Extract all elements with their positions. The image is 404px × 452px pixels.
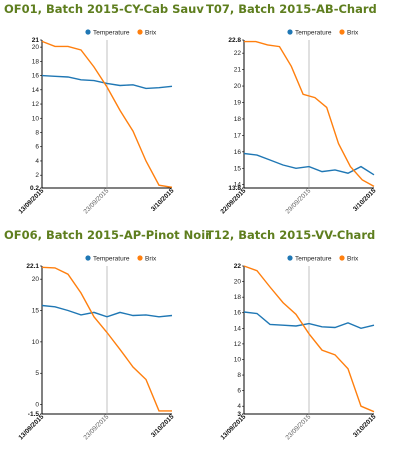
y-tick-label: 14 (234, 182, 242, 189)
legend-label: Brix (145, 29, 157, 36)
chart-title: T07, Batch 2015-AB-Chard (206, 2, 377, 16)
y-tick-label: 12 (234, 341, 242, 348)
series-line-temperature (243, 311, 375, 330)
series-line-brix (41, 40, 173, 188)
legend-label: Temperature (93, 255, 130, 262)
y-tick-label: 22 (234, 263, 242, 270)
legend-marker (85, 29, 91, 35)
y-tick-label: 13.8 (228, 185, 241, 192)
legend-label: Brix (347, 29, 359, 36)
y-tick-label: 15 (234, 165, 242, 172)
y-tick-label: 3 (237, 411, 241, 418)
series-line-temperature (41, 74, 173, 90)
series-line-brix (243, 265, 375, 413)
y-tick-label: 6 (237, 388, 241, 395)
y-tick-label: 18 (234, 294, 242, 301)
legend-label: Brix (145, 255, 157, 262)
y-tick-label: 20 (234, 83, 242, 90)
x-tick-label: 13/09/2015 (219, 413, 247, 441)
y-tick-label: 8 (35, 130, 39, 137)
chart-title: OF01, Batch 2015-CY-Cab Sauv (4, 2, 204, 16)
y-tick-label: 4 (237, 403, 241, 410)
x-tick-label: 3/10/2015 (150, 187, 176, 213)
y-tick-label: 2 (35, 172, 39, 179)
x-tick-label: 29/09/2015 (284, 187, 312, 215)
legend-marker (339, 29, 345, 35)
y-tick-label: 4 (35, 158, 39, 165)
y-tick-label: 20 (32, 276, 40, 283)
y-tick-label: 22.8 (228, 37, 241, 44)
x-tick-label: 23/09/2015 (284, 413, 312, 441)
y-tick-label: -1.5 (28, 411, 40, 418)
legend-label: Brix (347, 255, 359, 262)
y-tick-label: 12 (32, 101, 40, 108)
series-line-brix (244, 40, 375, 188)
chart-panel-of01: OF01, Batch 2015-CY-Cab Sauv 21 20 18 16 14 1… (0, 0, 204, 226)
x-tick-label: 3/10/2015 (352, 413, 378, 439)
chart-panel-t12: T12, Batch 2015-VV-Chard 22 20 18 16 14 12 10 8… (202, 226, 404, 452)
legend-marker (339, 255, 345, 261)
y-tick-label: 18 (32, 58, 40, 65)
y-tick-label: 22.1 (26, 263, 39, 270)
y-tick-label: 10 (234, 356, 242, 363)
chart-panel-of06: OF06, Batch 2015-AP-Pinot Noir 22.1 20 15 1… (0, 226, 211, 452)
y-tick-label: 8 (237, 372, 241, 379)
x-tick-label: 3/10/2015 (352, 187, 378, 213)
chart-panel-t07: T07, Batch 2015-AB-Chard 22.8 22 21 20 19 18 1… (202, 0, 404, 226)
y-tick-label: 0.2 (30, 185, 39, 192)
x-tick-label: 3/10/2015 (150, 413, 176, 439)
legend-label: Temperature (295, 29, 332, 36)
y-tick-label: 14 (234, 325, 242, 332)
legend-marker (287, 29, 293, 35)
series-line-temperature (41, 304, 173, 318)
y-tick-label: 16 (234, 149, 242, 156)
legend-label: Temperature (93, 29, 130, 36)
y-tick-label: 0 (35, 402, 39, 409)
chart-title: T12, Batch 2015-VV-Chard (206, 228, 376, 242)
y-tick-label: 16 (32, 73, 40, 80)
y-tick-label: 10 (32, 339, 40, 346)
series-line-temperature (243, 152, 375, 176)
y-tick-label: 15 (32, 308, 40, 315)
y-tick-label: 21 (32, 37, 40, 44)
series-line-brix (41, 266, 172, 412)
chart-title: OF06, Batch 2015-AP-Pinot Noir (4, 228, 211, 242)
y-tick-label: 18 (234, 116, 242, 123)
legend-label: Temperature (295, 255, 332, 262)
y-tick-label: 10 (32, 115, 40, 122)
y-tick-label: 5 (35, 370, 39, 377)
x-tick-label: 23/09/2015 (82, 187, 110, 215)
y-tick-label: 21 (234, 67, 242, 74)
legend-marker (137, 29, 143, 35)
y-tick-label: 22 (234, 50, 242, 57)
y-tick-label: 20 (234, 279, 242, 286)
y-tick-label: 14 (32, 87, 40, 94)
legend-marker (85, 255, 91, 261)
legend-marker (137, 255, 143, 261)
y-tick-label: 19 (234, 99, 242, 106)
y-tick-label: 16 (234, 310, 242, 317)
y-tick-label: 6 (35, 144, 39, 151)
legend-marker (287, 255, 293, 261)
y-tick-label: 17 (234, 132, 242, 139)
y-tick-label: 20 (32, 44, 40, 51)
x-tick-label: 23/09/2015 (82, 413, 110, 441)
